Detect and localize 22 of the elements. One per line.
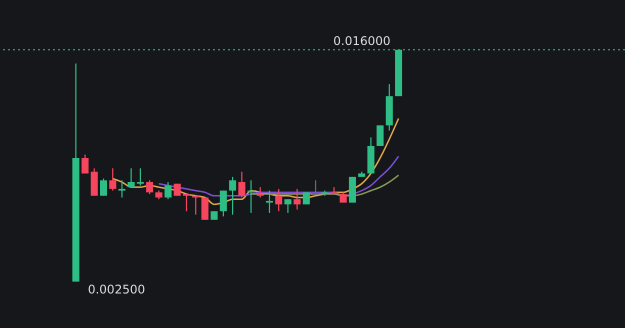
candlestick — [284, 198, 292, 214]
candlestick — [164, 181, 172, 200]
candlestick — [109, 168, 116, 192]
candlestick — [128, 168, 135, 188]
candlestick — [182, 193, 190, 212]
candlestick — [312, 180, 320, 195]
candlestick — [248, 180, 255, 214]
ref-line-label: 0.016000 — [333, 34, 391, 48]
candlestick — [238, 171, 246, 198]
candlestick — [174, 183, 181, 196]
candlestick — [275, 188, 282, 212]
candlestick — [201, 196, 208, 220]
candlestick — [229, 176, 236, 216]
annotation: 0.002500 — [88, 282, 146, 297]
candlestick — [302, 192, 310, 205]
candlestick — [146, 180, 154, 195]
candlestick — [294, 188, 301, 210]
candlestick — [100, 178, 108, 196]
candlestick — [82, 154, 89, 174]
candlestick — [376, 124, 384, 147]
candlestick — [220, 190, 227, 217]
candlestick — [256, 186, 264, 198]
